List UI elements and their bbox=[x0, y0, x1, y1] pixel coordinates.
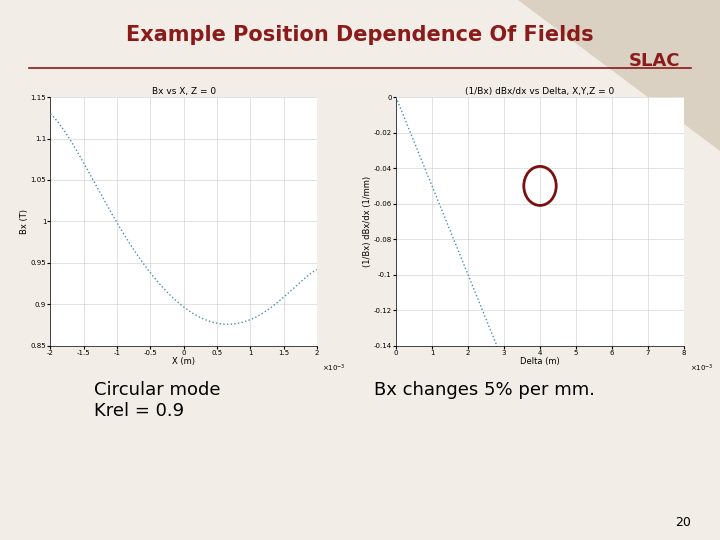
Y-axis label: Bx (T): Bx (T) bbox=[20, 209, 30, 234]
Text: Example Position Dependence Of Fields: Example Position Dependence Of Fields bbox=[126, 25, 594, 45]
Title: (1/Bx) dBx/dx vs Delta, X,Y,Z = 0: (1/Bx) dBx/dx vs Delta, X,Y,Z = 0 bbox=[465, 87, 615, 97]
Text: $\times10^{-3}$: $\times10^{-3}$ bbox=[690, 363, 714, 374]
Polygon shape bbox=[518, 0, 720, 151]
Text: Bx changes 5% per mm.: Bx changes 5% per mm. bbox=[374, 381, 595, 399]
Text: $\times10^{-3}$: $\times10^{-3}$ bbox=[322, 363, 346, 374]
Title: Bx vs X, Z = 0: Bx vs X, Z = 0 bbox=[151, 87, 216, 97]
Text: Circular mode
Krel = 0.9: Circular mode Krel = 0.9 bbox=[94, 381, 220, 420]
X-axis label: Delta (m): Delta (m) bbox=[520, 357, 560, 366]
X-axis label: X (m): X (m) bbox=[172, 357, 195, 366]
Y-axis label: (1/Bx) dBx/dx (1/mm): (1/Bx) dBx/dx (1/mm) bbox=[363, 176, 372, 267]
Text: SLAC: SLAC bbox=[629, 52, 680, 70]
Text: 20: 20 bbox=[675, 516, 691, 529]
